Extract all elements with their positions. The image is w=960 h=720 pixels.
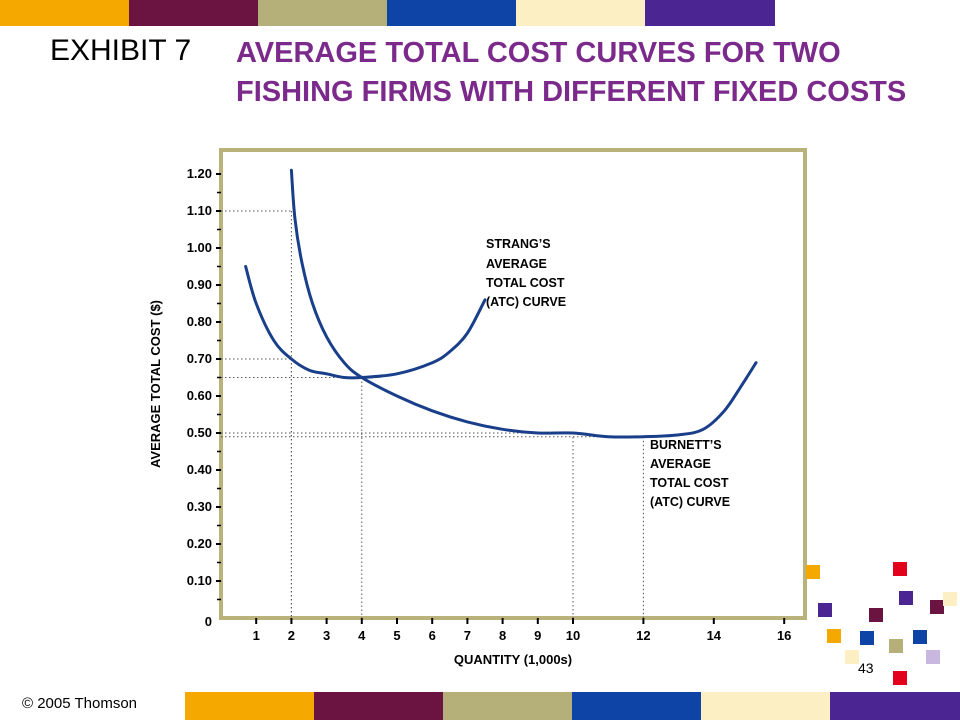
y-tick-label: 0.90 [187, 277, 212, 292]
decor-square [899, 591, 913, 605]
page-title: AVERAGE TOTAL COST CURVES FOR TWO FISHIN… [236, 37, 907, 108]
x-tick-label: 9 [534, 628, 541, 643]
x-tick-label: 7 [464, 628, 471, 643]
decor-square [930, 600, 944, 614]
decor-square [860, 631, 874, 645]
y-tick-label: 0.60 [187, 388, 212, 403]
x-tick-label: 1 [253, 628, 260, 643]
strang-atc-curve [244, 265, 487, 380]
burnett-atc-curve [289, 168, 758, 439]
bottom-color-bar-5 [701, 692, 830, 720]
burnett-label-line: AVERAGE [650, 457, 711, 471]
x-tick-label: 5 [393, 628, 400, 643]
x-axis-label: QUANTITY (1,000s) [454, 652, 572, 667]
y-axis-label: AVERAGE TOTAL COST ($) [148, 300, 163, 468]
x-tick-label: 3 [323, 628, 330, 643]
x-tick-label: 2 [288, 628, 295, 643]
exhibit-label: EXHIBIT 7 [50, 34, 192, 67]
x-tick-label: 10 [566, 628, 580, 643]
decor-square [845, 650, 859, 664]
top-color-bar-3 [258, 0, 387, 26]
x-tick-label: 16 [777, 628, 791, 643]
slide-number: 43 [858, 660, 874, 676]
y-tick-label: 1.10 [187, 203, 212, 218]
decor-square [893, 671, 907, 685]
decor-square [806, 565, 820, 579]
strang-curve-label: STRANG’S AVERAGE TOTAL COST (ATC) CURVE [486, 237, 568, 309]
burnett-curve-label: BURNETT’S AVERAGE TOTAL COST (ATC) CURVE [650, 438, 732, 509]
burnett-label-line: BURNETT’S [650, 438, 722, 452]
decor-square [869, 608, 883, 622]
decor-square [827, 629, 841, 643]
strang-label-line: (ATC) CURVE [486, 295, 566, 309]
x-tick-label: 12 [636, 628, 650, 643]
top-color-bar-2 [129, 0, 258, 26]
y-tick-label: 1.20 [187, 166, 212, 181]
top-color-bar-4 [387, 0, 516, 26]
strang-label-line: AVERAGE [486, 257, 547, 271]
burnett-label-line: TOTAL COST [650, 476, 729, 490]
bottom-color-bar-1 [185, 692, 314, 720]
y-tick-label: 0 [205, 614, 212, 629]
bottom-color-bar-4 [572, 692, 701, 720]
y-tick-label: 1.00 [187, 240, 212, 255]
y-tick-label: 0.10 [187, 573, 212, 588]
bottom-color-bar-2 [314, 692, 443, 720]
decor-square [889, 639, 903, 653]
top-color-bar-6 [645, 0, 775, 26]
x-tick-label: 8 [499, 628, 506, 643]
decor-square [943, 592, 957, 606]
decor-square [926, 650, 940, 664]
burnett-label-line: (ATC) CURVE [650, 495, 730, 509]
copyright-text: © 2005 Thomson [22, 695, 138, 712]
strang-label-line: TOTAL COST [486, 276, 565, 290]
decor-square [893, 562, 907, 576]
x-tick-label: 4 [358, 628, 366, 643]
x-tick-label: 14 [707, 628, 722, 643]
chart-frame [219, 148, 807, 620]
decor-square [818, 603, 832, 617]
y-tick-label: 0.80 [187, 314, 212, 329]
top-color-bar-5 [516, 0, 645, 26]
y-tick-label: 0.30 [187, 499, 212, 514]
decor-square [913, 630, 927, 644]
y-tick-label: 0.40 [187, 462, 212, 477]
y-tick-label: 0.20 [187, 536, 212, 551]
strang-label-line: STRANG’S [486, 237, 551, 251]
y-tick-label: 0.50 [187, 425, 212, 440]
bottom-color-bar-3 [443, 692, 572, 720]
bottom-color-bar-6 [830, 692, 960, 720]
y-tick-label: 0.70 [187, 351, 212, 366]
x-tick-label: 6 [429, 628, 436, 643]
top-color-bar-1 [0, 0, 129, 26]
